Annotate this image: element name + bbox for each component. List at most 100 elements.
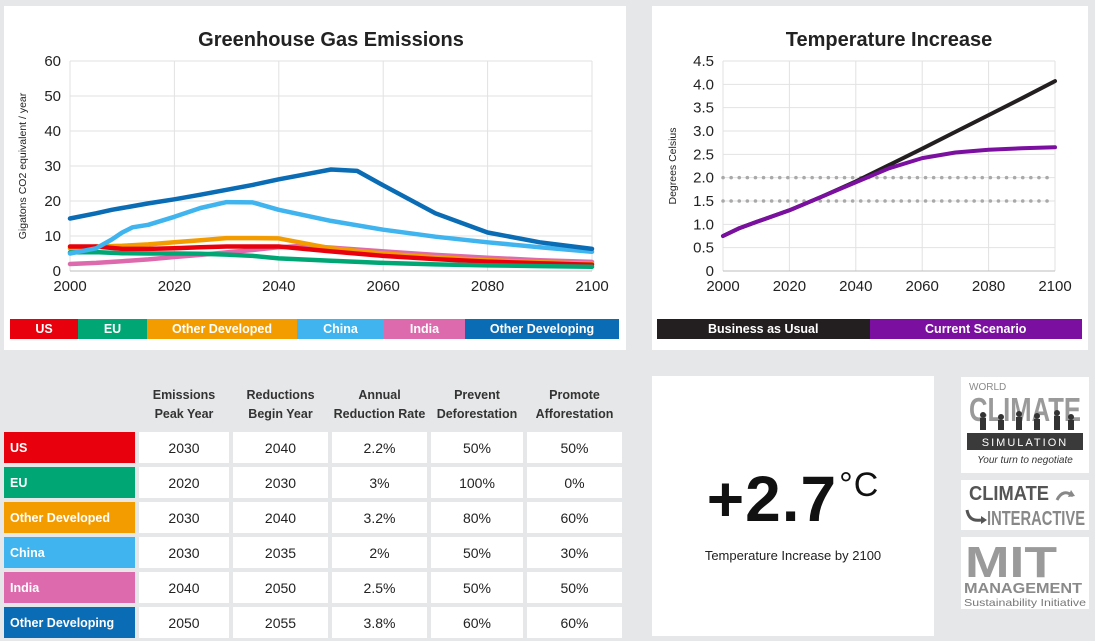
cell-reductions-begin: 2040 (233, 502, 328, 533)
cell-reductions-begin: 2035 (233, 537, 328, 568)
legend-item-other-developed: Other Developed (147, 319, 297, 339)
cell-peak-year: 2030 (139, 432, 229, 463)
cell-afforestation: 50% (527, 432, 622, 463)
x-tick-label: 2100 (575, 278, 608, 295)
logo-mit-line2: MANAGEMENT (964, 580, 1082, 597)
y-tick-label: 40 (44, 123, 61, 140)
logo-wcs-main: CLIMATE (969, 391, 1081, 428)
x-tick-label: 2000 (706, 278, 739, 295)
climate-interactive-logo: CLIMATE INTERACTIVE (961, 480, 1089, 530)
cell-deforestation: 80% (431, 502, 523, 533)
table-body: US 2030 2040 2.2% 50% 50% EU 2020 2030 3… (4, 432, 622, 638)
logo-ci-arrowhead-top-icon (1068, 490, 1075, 497)
logo-wcs-sub: SIMULATION (982, 437, 1068, 449)
temperature-result: +2.7°C (652, 462, 934, 536)
table-header-row: Emissions Peak Year Reductions Begin Yea… (4, 386, 622, 428)
region-label: US (4, 432, 135, 463)
table-row: India 2040 2050 2.5% 50% 50% (4, 572, 622, 603)
temperature-chart: Temperature Increase 2000 2020 2040 2060 2080… (667, 29, 1072, 295)
logo-ci-line2: INTERACTIVE (987, 508, 1085, 530)
emissions-legend: US EU Other Developed China India Other Devel… (10, 319, 619, 339)
chart-title: Greenhouse Gas Emissions (198, 29, 464, 51)
cell-peak-year: 2030 (139, 537, 229, 568)
cell-reduction-rate: 2% (332, 537, 427, 568)
temperature-result-unit: °C (839, 466, 880, 504)
y-tick-label: 0.5 (693, 240, 714, 257)
y-tick-label: 4.0 (693, 76, 714, 93)
table-header-reduction-rate: Annual Reduction Rate (333, 388, 426, 421)
x-tick-label: 2040 (262, 278, 295, 295)
cell-deforestation: 60% (431, 607, 523, 638)
result-panel: +2.7°C Temperature Increase by 2100 (652, 376, 934, 636)
x-tick-label: 2020 (158, 278, 191, 295)
logo-mit-main: MIT (965, 538, 1057, 587)
cell-reductions-begin: 2050 (233, 572, 328, 603)
x-tick-label: 2100 (1038, 278, 1071, 295)
cell-deforestation: 50% (431, 572, 523, 603)
y-axis-label: Degrees Celsius (667, 127, 679, 204)
logo-ci-line1: CLIMATE (969, 483, 1049, 505)
table-header-region (4, 386, 135, 428)
legend-item-us: US (10, 319, 78, 339)
series-line-eu (67, 249, 595, 270)
series-line-us (67, 244, 595, 267)
cell-deforestation: 100% (431, 467, 523, 498)
y-tick-label: 2.0 (693, 170, 714, 187)
x-tick-label: 2000 (53, 278, 86, 295)
logo-wcs-top: WORLD (969, 382, 1006, 393)
cell-reductions-begin: 2030 (233, 467, 328, 498)
cell-afforestation: 30% (527, 537, 622, 568)
cell-peak-year: 2050 (139, 607, 229, 638)
table-row: Other Developed 2030 2040 3.2% 80% 60% (4, 502, 622, 533)
region-label: EU (4, 467, 135, 498)
cell-reductions-begin: 2040 (233, 432, 328, 463)
y-tick-label: 50 (44, 88, 61, 105)
world-climate-simulation-logo: WORLD CLIMATE SIMULATION Your turn to ne… (961, 377, 1089, 473)
x-tick-label: 2060 (367, 278, 400, 295)
cell-peak-year: 2020 (139, 467, 229, 498)
cell-peak-year: 2040 (139, 572, 229, 603)
table-header-peak-year: Emissions Peak Year (152, 388, 216, 421)
cell-reductions-begin: 2055 (233, 607, 328, 638)
x-tick-label: 2080 (972, 278, 1005, 295)
legend-item-other-developing: Other Developing (465, 319, 619, 339)
legend-item-india: India (384, 319, 465, 339)
table-row: China 2030 2035 2% 50% 30% (4, 537, 622, 568)
legend-item-current-scenario: Current Scenario (869, 319, 1082, 339)
temperature-result-value: +2.7 (706, 463, 838, 535)
region-label: Other Developing (4, 607, 135, 638)
cell-reduction-rate: 2.2% (332, 432, 427, 463)
cell-reduction-rate: 3% (332, 467, 427, 498)
x-tick-label: 2020 (773, 278, 806, 295)
x-tick-label: 2040 (839, 278, 872, 295)
cell-reduction-rate: 3.2% (332, 502, 427, 533)
legend-item-china: China (297, 319, 384, 339)
cell-afforestation: 60% (527, 607, 622, 638)
series-line-china (67, 199, 595, 256)
y-tick-label: 20 (44, 193, 61, 210)
series-line-business-as-usual (721, 79, 1057, 238)
region-label: China (4, 537, 135, 568)
cell-reduction-rate: 2.5% (332, 572, 427, 603)
y-tick-label: 60 (44, 53, 61, 70)
cell-afforestation: 0% (527, 467, 622, 498)
logo-ci-arrowhead-bottom-icon (981, 516, 987, 524)
legend-item-business-as-usual: Business as Usual (657, 319, 870, 339)
temperature-legend: Business as Usual Current Scenario (657, 319, 1082, 339)
table-header-deforestation: Prevent Deforestation (436, 388, 518, 421)
table-row: US 2030 2040 2.2% 50% 50% (4, 432, 622, 463)
table-row: Other Developing 2050 2055 3.8% 60% 60% (4, 607, 622, 638)
y-tick-label: 4.5 (693, 53, 714, 70)
y-tick-label: 3.5 (693, 100, 714, 117)
logo-mit-line3: Sustainability Initiative (964, 597, 1086, 609)
mit-management-logo: MIT MANAGEMENT Sustainability Initiative (961, 537, 1089, 609)
x-tick-label: 2060 (906, 278, 939, 295)
logo-wcs-tagline: Your turn to negotiate (977, 455, 1073, 466)
cell-peak-year: 2030 (139, 502, 229, 533)
logo-ci-arrow-bottom-icon (965, 509, 982, 522)
series-line-current-scenario (721, 145, 1057, 238)
y-tick-label: 1.5 (693, 193, 714, 210)
y-tick-label: 30 (44, 158, 61, 175)
temperature-result-caption: Temperature Increase by 2100 (704, 548, 882, 563)
cell-afforestation: 50% (527, 572, 622, 603)
